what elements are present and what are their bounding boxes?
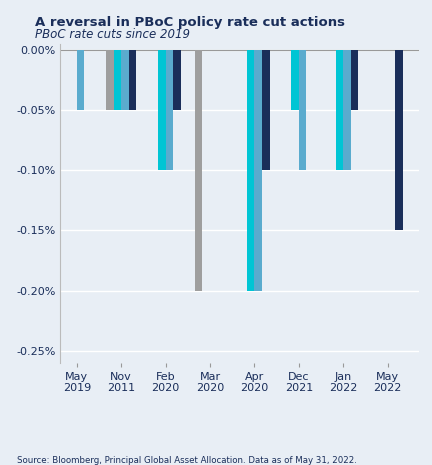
Bar [262, 50, 270, 170]
Bar [254, 50, 262, 291]
Text: Source: Bloomberg, Principal Global Asset Allocation. Data as of May 31, 2022.: Source: Bloomberg, Principal Global Asse… [17, 456, 357, 465]
Bar [395, 50, 403, 231]
Bar [336, 50, 343, 170]
Text: A reversal in PBoC policy rate cut actions: A reversal in PBoC policy rate cut actio… [35, 15, 345, 28]
Bar [173, 50, 181, 110]
Bar [165, 50, 173, 170]
Bar [129, 50, 136, 110]
Bar [343, 50, 351, 170]
Bar [106, 50, 114, 110]
Bar [77, 50, 84, 110]
Bar [195, 50, 203, 291]
Text: PBoC rate cuts since 2019: PBoC rate cuts since 2019 [35, 28, 190, 41]
Bar [114, 50, 121, 110]
Legend: 7D Reverse Repo, MLF 1yr, LPR 1yr, LPR 5yr: 7D Reverse Repo, MLF 1yr, LPR 1yr, LPR 5… [65, 461, 343, 465]
Bar [158, 50, 165, 170]
Bar [121, 50, 129, 110]
Bar [247, 50, 254, 291]
Bar [299, 50, 306, 170]
Bar [291, 50, 299, 110]
Bar [351, 50, 358, 110]
